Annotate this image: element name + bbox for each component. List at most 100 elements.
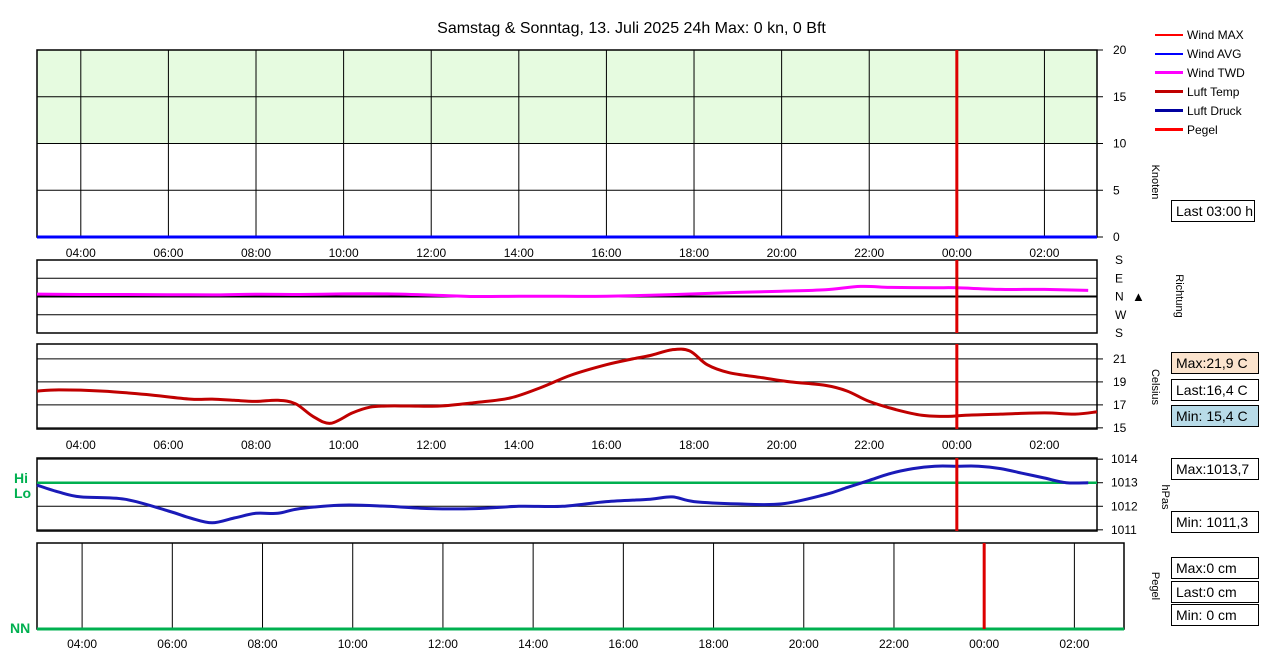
legend-label: Wind TWD (1187, 65, 1245, 80)
temp-y-tick-label: 17 (1113, 398, 1127, 412)
wind-x-tick-label: 20:00 (767, 246, 797, 260)
temp-series-luft-temp (36, 347, 1098, 425)
chart-title: Samstag & Sonntag, 13. Juli 2025 24h Max… (437, 20, 826, 37)
pegel-nn-label: NN (10, 620, 31, 636)
pegel-min-box: Min: 0 cm (1171, 604, 1259, 626)
wind-y-tick-label: 20 (1113, 43, 1127, 57)
legend-label: Luft Temp (1187, 84, 1240, 99)
temp-x-tick-label: 02:00 (1029, 438, 1059, 452)
temp-x-tick-label: 00:00 (942, 438, 972, 452)
temp-x-tick-label: 18:00 (679, 438, 709, 452)
legend-item-wind-max: Wind MAX (1155, 25, 1245, 44)
pressure-panel-frame (36, 457, 1098, 532)
pegel-x-tick-label: 06:00 (157, 637, 187, 651)
temp-x-tick-label: 08:00 (241, 438, 271, 452)
dir-indicator-icon: ▲ (1132, 289, 1145, 304)
dir-panel-frame (36, 259, 1098, 334)
dir-y-tick-label: S (1115, 253, 1123, 267)
pegel-x-tick-label: 14:00 (518, 637, 548, 651)
temp-max-box: Max:21,9 C (1171, 352, 1259, 374)
legend-item-luft-temp: Luft Temp (1155, 82, 1245, 101)
pressure-hi-label: Hi (14, 470, 28, 486)
wind-x-tick-label: 08:00 (241, 246, 271, 260)
pressure-axis-label: hPas (1159, 484, 1171, 510)
pegel-x-tick-label: 08:00 (248, 637, 278, 651)
temp-y-tick-label: 21 (1113, 352, 1127, 366)
dir-y-tick-label: N (1115, 290, 1124, 304)
wind-x-tick-label: 18:00 (679, 246, 709, 260)
legend-label: Pegel (1187, 122, 1218, 137)
pegel-x-tick-label: 20:00 (789, 637, 819, 651)
pressure-series-luft-druck (36, 464, 1089, 525)
legend-swatch (1155, 71, 1183, 74)
temp-x-tick-label: 22:00 (854, 438, 884, 452)
pegel-x-tick-label: 12:00 (428, 637, 458, 651)
legend-swatch (1155, 90, 1183, 93)
legend-label: Wind MAX (1187, 27, 1244, 42)
pressure-y-tick-label: 1014 (1111, 452, 1138, 466)
legend-item-wind-avg: Wind AVG (1155, 44, 1245, 63)
legend-label: Luft Druck (1187, 103, 1242, 118)
dir-y-tick-label: E (1115, 271, 1123, 285)
dir-y-tick-label: S (1115, 326, 1123, 340)
wind-x-tick-label: 04:00 (66, 246, 96, 260)
pressure-y-tick-label: 1012 (1111, 499, 1138, 513)
wind-x-tick-label: 12:00 (416, 246, 446, 260)
dir-axis-label: Richtung (1173, 274, 1185, 317)
wind-x-tick-label: 22:00 (854, 246, 884, 260)
pressure-y-tick-label: 1011 (1111, 523, 1137, 537)
wind-y-tick-label: 0 (1113, 230, 1120, 244)
wind-x-tick-label: 14:00 (504, 246, 534, 260)
pegel-max-box: Max:0 cm (1171, 557, 1259, 579)
temp-min-box: Min: 15,4 C (1171, 405, 1259, 427)
pegel-x-tick-label: 00:00 (969, 637, 999, 651)
pegel-x-tick-label: 04:00 (67, 637, 97, 651)
pegel-x-tick-label: 22:00 (879, 637, 909, 651)
temp-panel-frame (36, 343, 1098, 430)
legend: Wind MAX Wind AVG Wind TWD Luft Temp Luf… (1155, 25, 1245, 139)
temp-last-box: Last:16,4 C (1171, 379, 1259, 401)
legend-swatch (1155, 33, 1183, 36)
pressure-y-tick-label: 1013 (1111, 476, 1138, 490)
temp-x-tick-label: 12:00 (416, 438, 446, 452)
temp-x-tick-label: 20:00 (767, 438, 797, 452)
pegel-panel-frame (36, 542, 1125, 630)
temp-x-tick-label: 04:00 (66, 438, 96, 452)
wind-x-tick-label: 02:00 (1029, 246, 1059, 260)
temp-x-tick-label: 06:00 (153, 438, 183, 452)
temp-x-tick-label: 16:00 (591, 438, 621, 452)
wind-y-tick-label: 5 (1113, 183, 1120, 197)
pegel-x-tick-label: 18:00 (699, 637, 729, 651)
pressure-max-box: Max:1013,7 (1171, 458, 1259, 480)
legend-item-luft-druck: Luft Druck (1155, 101, 1245, 120)
pressure-lo-label: Lo (14, 485, 32, 501)
legend-swatch (1155, 128, 1183, 131)
legend-swatch (1155, 52, 1183, 55)
wind-x-tick-label: 00:00 (942, 246, 972, 260)
dir-y-tick-label: W (1115, 308, 1127, 322)
wind-last-box: Last 03:00 h (1171, 200, 1255, 222)
legend-item-wind-twd: Wind TWD (1155, 63, 1245, 82)
temp-y-tick-label: 19 (1113, 375, 1127, 389)
wind-y-tick-label: 10 (1113, 137, 1127, 151)
pegel-x-tick-label: 10:00 (338, 637, 368, 651)
pressure-min-box: Min: 1011,3 (1171, 511, 1259, 533)
wind-x-tick-label: 16:00 (591, 246, 621, 260)
pegel-axis-label: Pegel (1149, 572, 1161, 600)
legend-item-pegel: Pegel (1155, 120, 1245, 139)
temp-x-tick-label: 14:00 (504, 438, 534, 452)
legend-label: Wind AVG (1187, 46, 1242, 61)
temp-axis-label: Celsius (1149, 369, 1161, 406)
wind-y-tick-label: 15 (1113, 90, 1127, 104)
wind-axis-label: Knoten (1149, 165, 1161, 200)
wind-x-tick-label: 10:00 (329, 246, 359, 260)
dir-series-twd (36, 284, 1089, 299)
temp-x-tick-label: 10:00 (329, 438, 359, 452)
pegel-last-box: Last:0 cm (1171, 581, 1259, 603)
temp-y-tick-label: 15 (1113, 421, 1127, 435)
pegel-x-tick-label: 02:00 (1059, 637, 1089, 651)
wind-x-tick-label: 06:00 (153, 246, 183, 260)
pegel-x-tick-label: 16:00 (608, 637, 638, 651)
legend-swatch (1155, 109, 1183, 112)
